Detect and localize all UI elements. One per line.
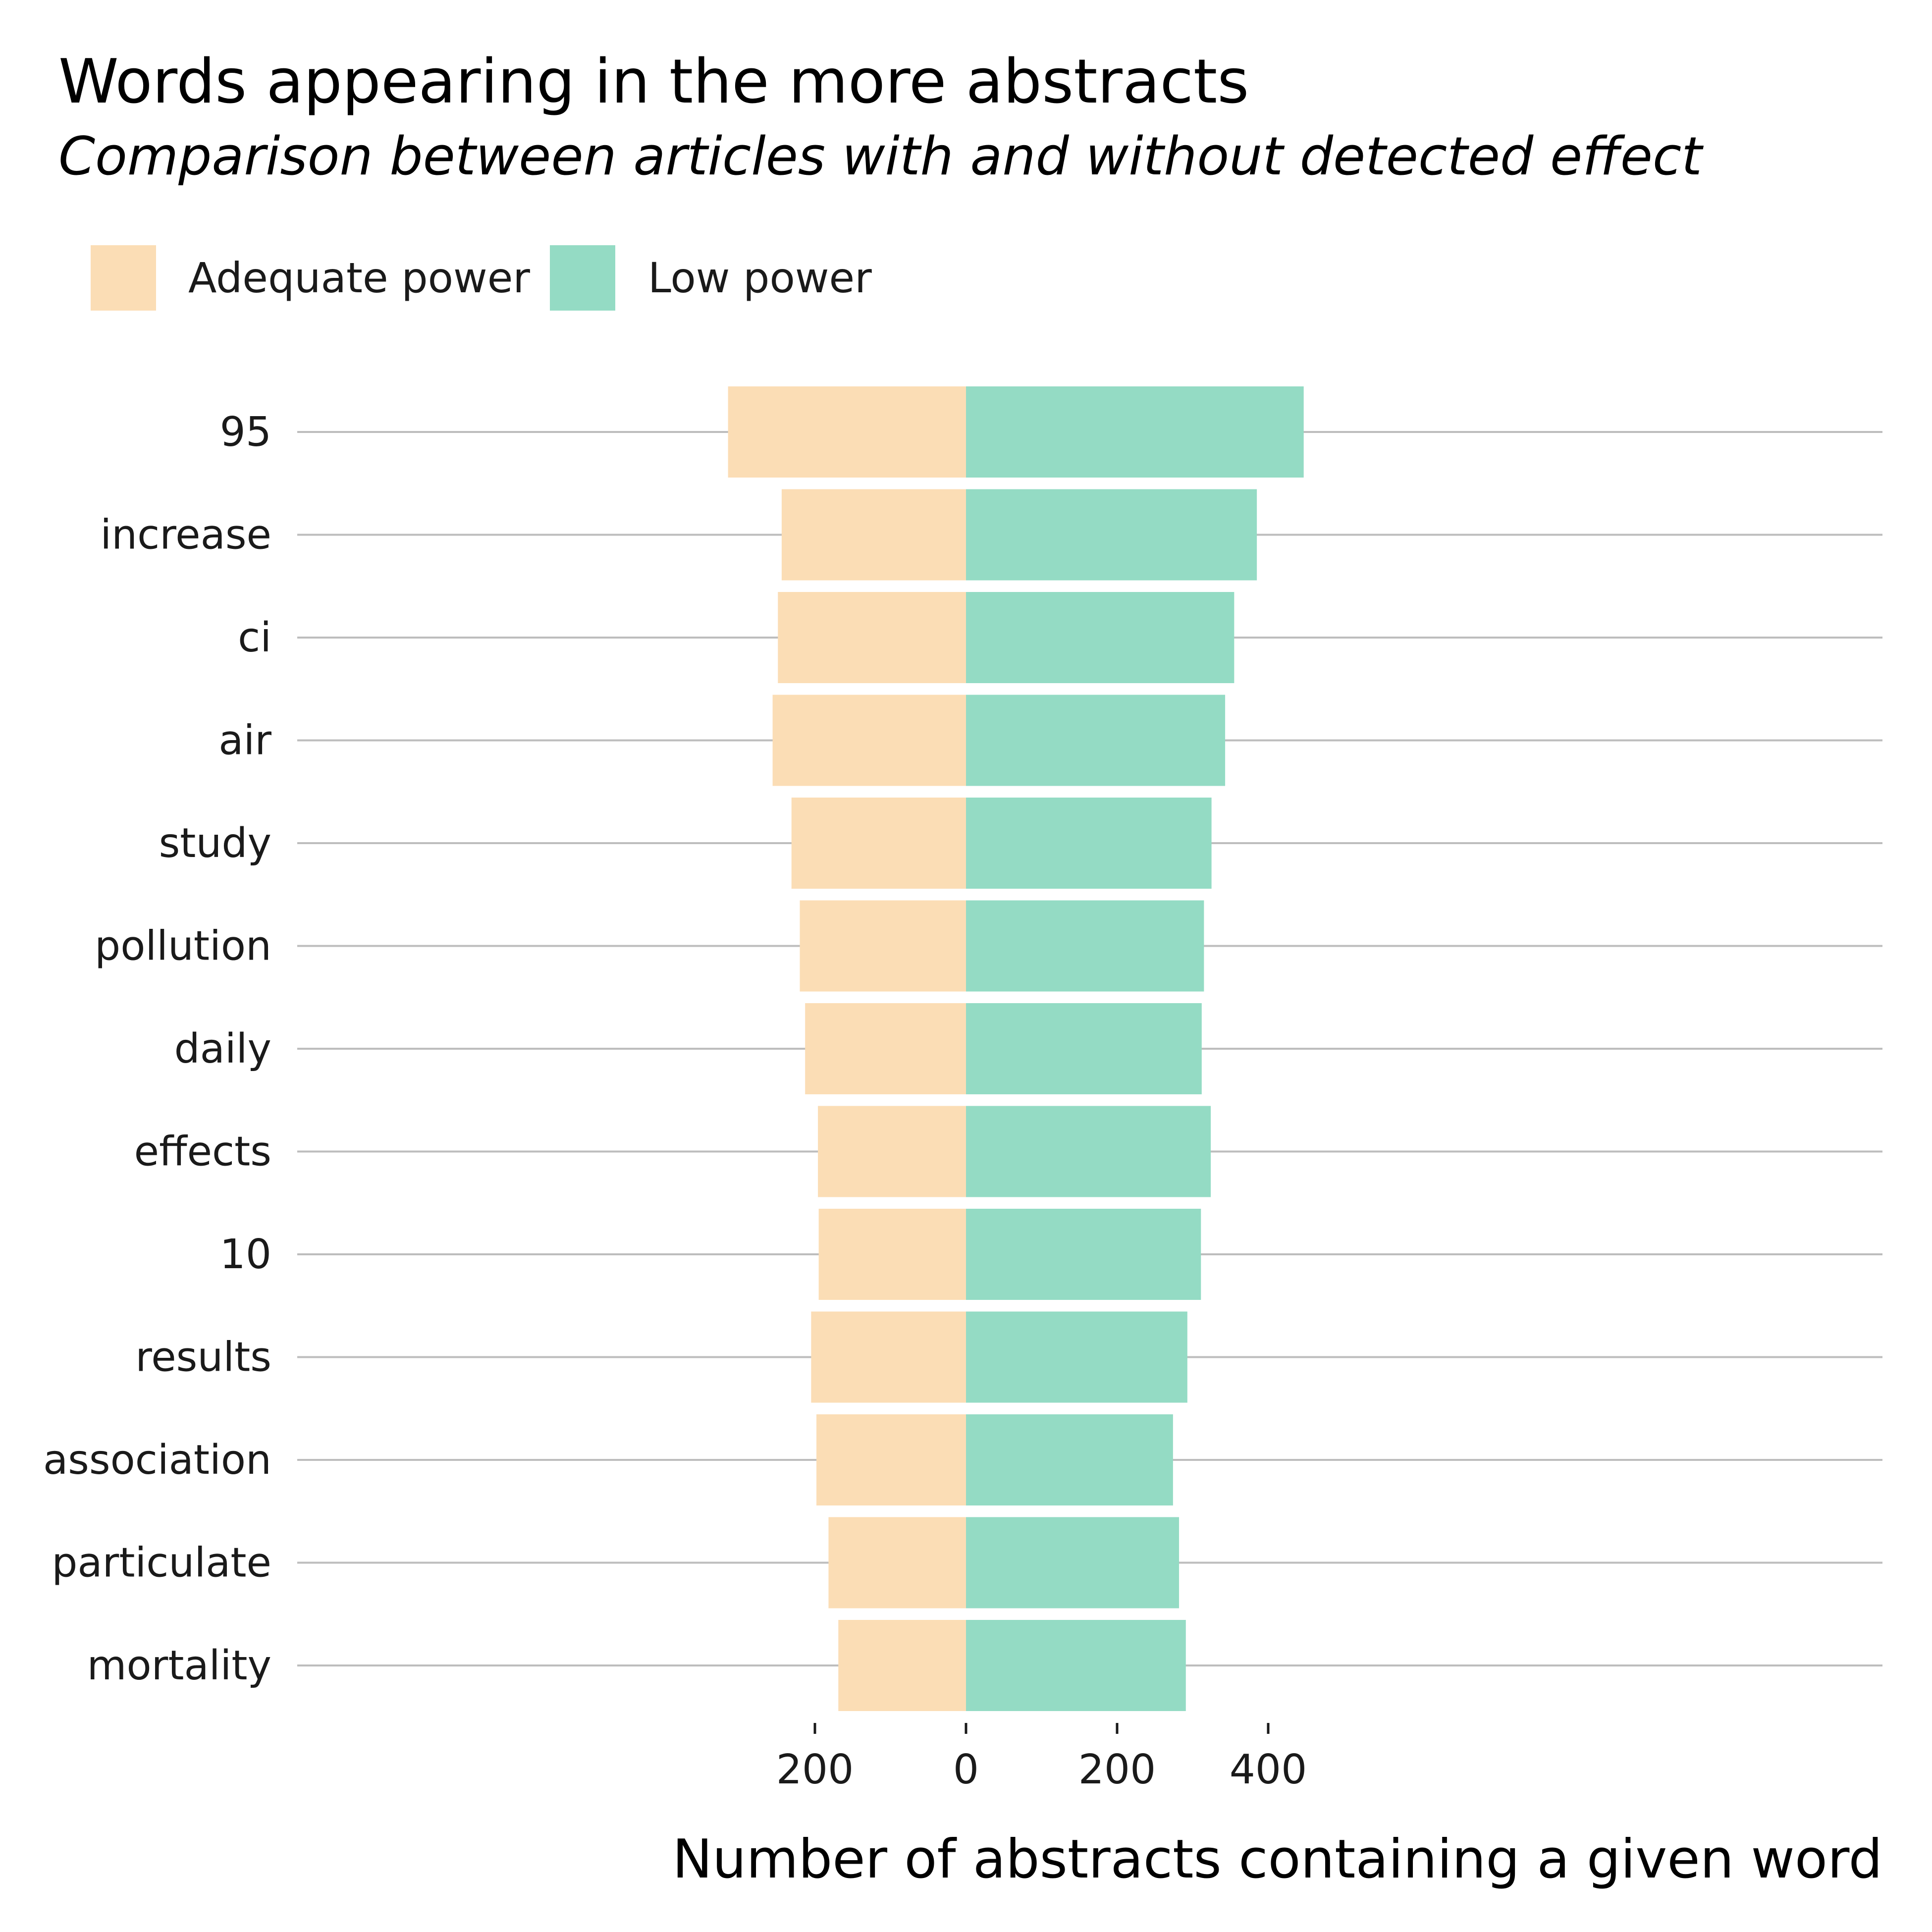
legend-item-adequate-power: Adequate power xyxy=(91,245,530,311)
category-label: pollution xyxy=(95,923,271,970)
bar-adequate-power xyxy=(816,1414,966,1505)
bar-low-power xyxy=(966,1414,1173,1505)
bar-adequate-power xyxy=(791,798,966,889)
bar-adequate-power xyxy=(805,1003,966,1094)
category-label: ci xyxy=(238,614,271,661)
category-labels: 95 increase ci air study pollution daily effect… xyxy=(43,409,271,1689)
bar-low-power xyxy=(966,1106,1211,1197)
bar-low-power xyxy=(966,592,1234,683)
bar-low-power xyxy=(966,1209,1201,1300)
category-label: daily xyxy=(174,1025,271,1073)
bar-low-power xyxy=(966,695,1226,786)
category-label: study xyxy=(159,820,271,867)
category-label: 10 xyxy=(220,1231,271,1278)
x-tick-label: 400 xyxy=(1230,1746,1307,1793)
bar-low-power xyxy=(966,1517,1180,1609)
chart-subtitle: Comparison between articles with and wit… xyxy=(58,126,1702,187)
legend-item-low-power: Low power xyxy=(550,245,872,311)
category-label: 95 xyxy=(220,409,271,456)
category-label: results xyxy=(135,1334,271,1381)
category-label: effects xyxy=(134,1128,271,1176)
bar-adequate-power xyxy=(800,900,966,992)
x-tick-label: 200 xyxy=(1078,1746,1156,1793)
category-label: mortality xyxy=(87,1642,271,1689)
bar-adequate-power xyxy=(778,592,966,683)
bar-adequate-power xyxy=(772,695,966,786)
legend-label: Adequate power xyxy=(188,254,530,302)
category-label: air xyxy=(218,717,271,764)
bar-adequate-power xyxy=(728,386,966,478)
legend: Adequate power Low power xyxy=(91,245,872,311)
bar-adequate-power xyxy=(811,1311,966,1403)
bar-low-power xyxy=(966,1311,1187,1403)
legend-label: Low power xyxy=(648,254,872,302)
bar-adequate-power xyxy=(781,489,966,581)
bar-adequate-power xyxy=(818,1106,966,1197)
legend-swatch xyxy=(550,245,615,311)
bar-adequate-power xyxy=(838,1620,966,1711)
bar-adequate-power xyxy=(828,1517,966,1609)
bar-low-power xyxy=(966,386,1304,478)
x-tick-label: 200 xyxy=(776,1746,854,1793)
bar-low-power xyxy=(966,900,1204,992)
x-axis: 200 0 200 400 xyxy=(776,1723,1307,1793)
x-tick-label: 0 xyxy=(953,1746,979,1793)
category-label: association xyxy=(43,1437,271,1484)
bar-low-power xyxy=(966,489,1257,581)
x-axis-title: Number of abstracts containing a given w… xyxy=(672,1828,1882,1890)
bar-adequate-power xyxy=(818,1209,966,1300)
category-label: particulate xyxy=(52,1540,271,1587)
bars xyxy=(728,386,1304,1711)
chart-title: Words appearing in the more abstracts xyxy=(58,47,1249,117)
bar-low-power xyxy=(966,1003,1202,1094)
bar-low-power xyxy=(966,1620,1186,1711)
legend-swatch xyxy=(91,245,156,311)
bar-low-power xyxy=(966,798,1212,889)
category-label: increase xyxy=(100,512,271,559)
